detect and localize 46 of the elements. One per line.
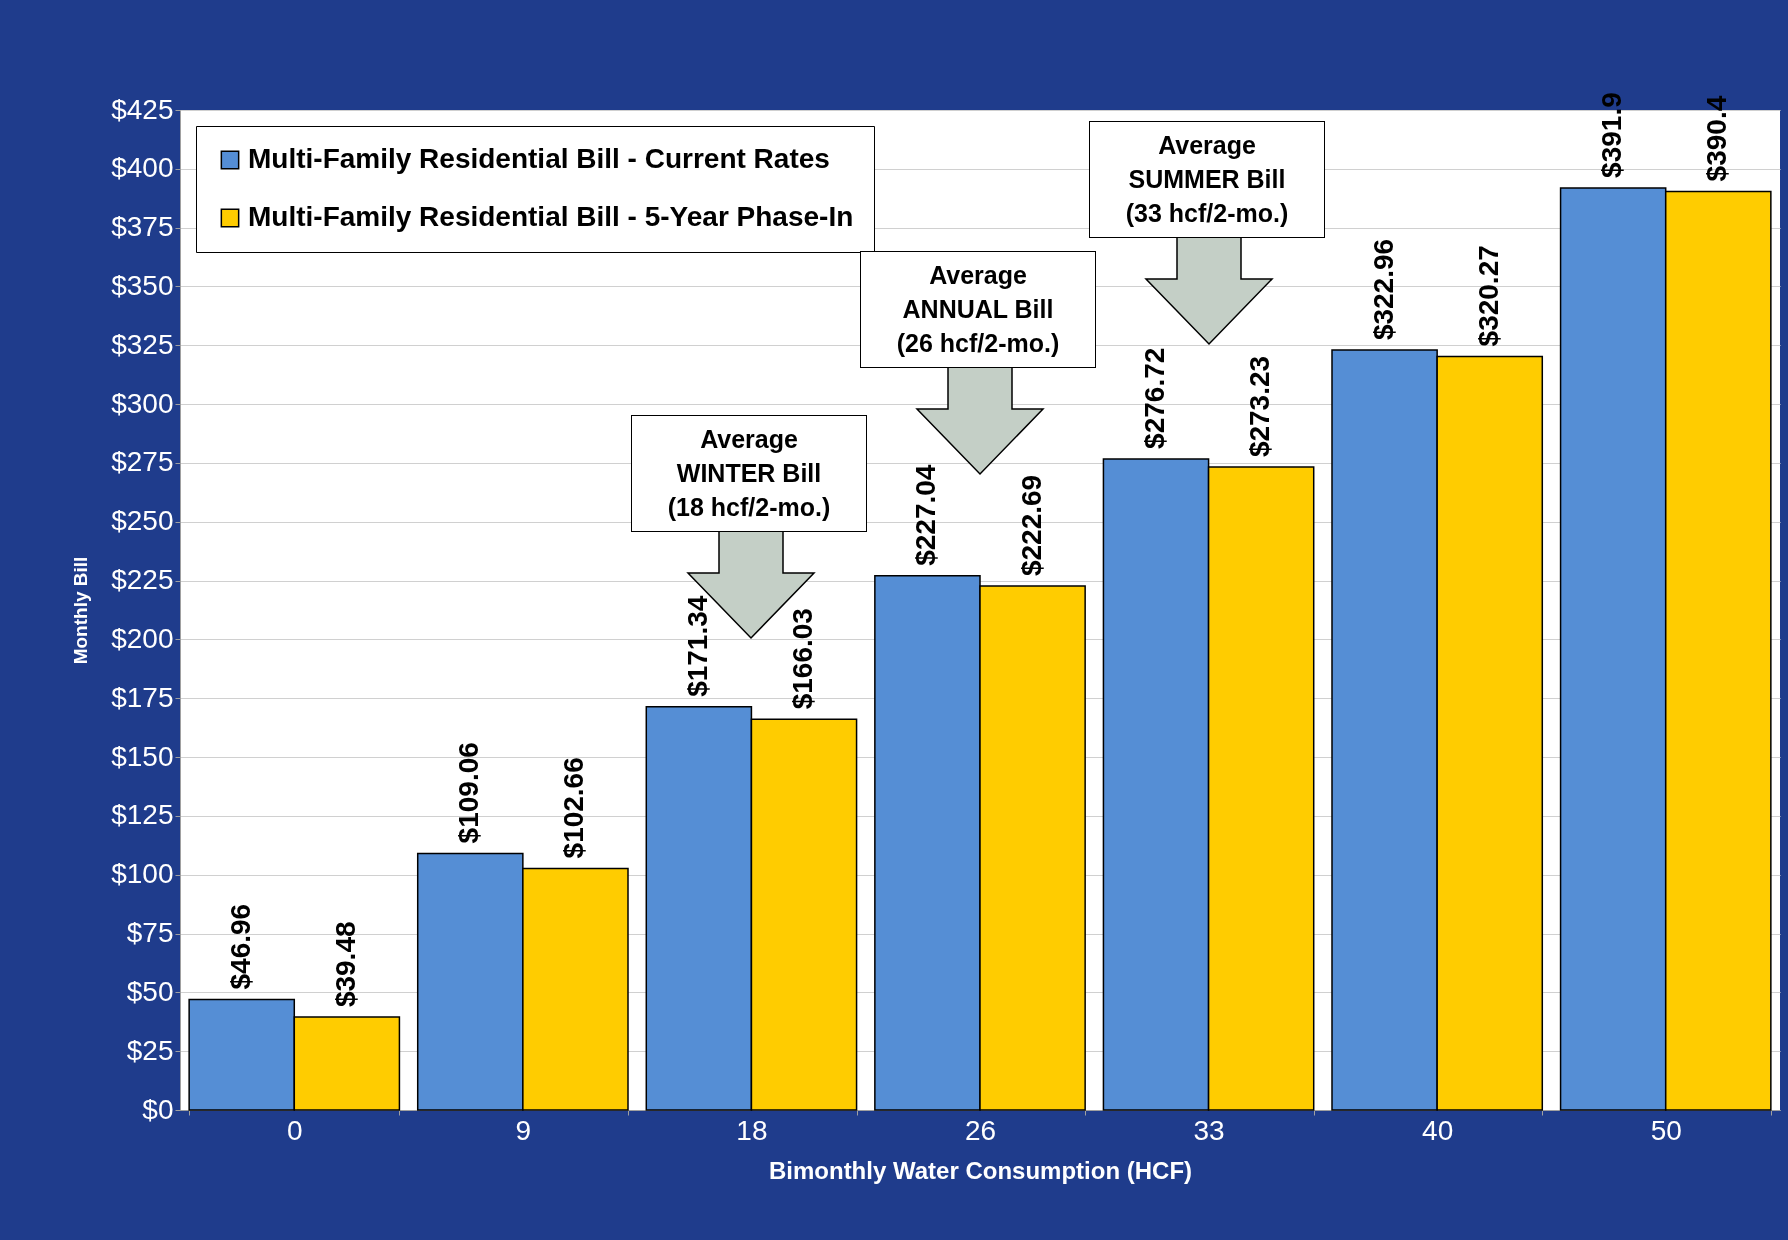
y-tick-label: $250 [111, 505, 174, 537]
y-tick-label: $150 [111, 740, 174, 772]
text: $322.96 [1367, 238, 1399, 341]
y-tick-label: $325 [111, 328, 174, 360]
y-tick-label: $100 [111, 858, 174, 890]
callout-box: Average ANNUAL Bill (26 hcf/2-mo.) [860, 251, 1096, 368]
y-tick-label: $200 [111, 622, 174, 654]
text: $320.27 [1472, 245, 1504, 347]
x-tick-label: 26 [964, 1114, 997, 1146]
y-tick-label: $375 [111, 211, 174, 243]
x-tick-label: 50 [1650, 1114, 1682, 1146]
y-tick-label: $75 [126, 917, 174, 949]
y-tick-label: $225 [111, 564, 174, 596]
text: $227.04 [910, 464, 942, 566]
text: $276.72 [1139, 347, 1170, 449]
y-tick-label: $50 [126, 975, 174, 1007]
x-tick-label: 18 [736, 1114, 768, 1146]
x-tick-label: 0 [287, 1114, 303, 1146]
x-tick-label: 33 [1193, 1114, 1225, 1146]
callout-box: Average WINTER Bill (18 hcf/2-mo.) [631, 415, 867, 532]
text: $166.03 [787, 608, 818, 710]
text: $39.48 [329, 921, 361, 1008]
text: $109.06 [453, 742, 485, 844]
y-tick-label: $275 [111, 446, 174, 478]
y-tick-label: $350 [111, 269, 174, 301]
y-tick-label: $425 [111, 93, 174, 125]
legend-label: Multi-Family Residential Bill - Current Rates [248, 143, 830, 174]
text: $171.34 [681, 595, 713, 697]
text: $391.9 [1596, 92, 1628, 178]
x-axis-title: Bimonthly Water Consumption (HCF) [768, 1156, 1193, 1184]
x-tick-label: 9 [515, 1114, 532, 1146]
x-tick-label: 40 [1422, 1114, 1454, 1146]
y-tick-label: $300 [111, 387, 174, 419]
y-tick-label: $25 [126, 1034, 174, 1066]
y-tick-label: $175 [111, 681, 174, 713]
y-axis-title: Monthly Bill [70, 556, 92, 665]
callout-box: Average SUMMER Bill (33 hcf/2-mo.) [1089, 121, 1325, 238]
text: $273.23 [1244, 355, 1276, 458]
y-tick-label: $400 [111, 152, 174, 184]
text: $46.96 [224, 903, 256, 990]
y-tick-label: $125 [111, 799, 174, 831]
text: $390.4 [1701, 95, 1733, 182]
legend-label: Multi-Family Residential Bill - 5-Year Phase-In [248, 201, 854, 232]
text: $102.66 [558, 757, 590, 859]
text: $222.69 [1015, 474, 1047, 577]
y-tick-label: $0 [142, 1093, 174, 1125]
